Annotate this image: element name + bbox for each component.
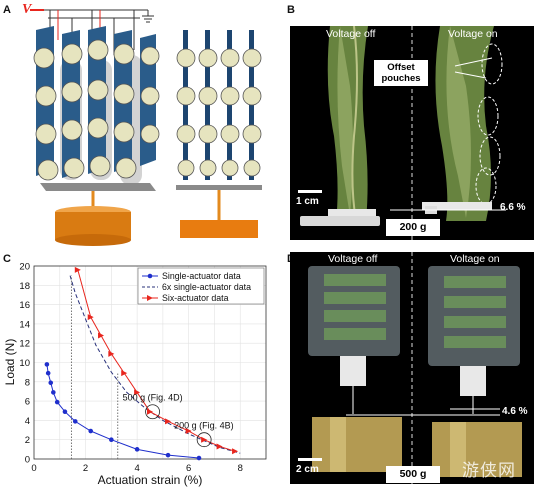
point-six (201, 436, 208, 443)
photo-d-title-on: Voltage on (450, 253, 500, 265)
panel-a: A V (0, 0, 285, 250)
watermark-text: 游侠网 (462, 461, 516, 480)
chart-series (44, 266, 241, 461)
y-tick-label: 12 (19, 339, 30, 350)
photo-b-scale-label: 1 cm (296, 196, 319, 207)
point-single (165, 452, 171, 458)
x-tick-label: 8 (238, 463, 243, 474)
photo-b-title-off: Voltage off (326, 28, 376, 40)
y-tick-label: 10 (19, 358, 30, 369)
y-tick-label: 2 (25, 435, 30, 446)
legend-label: Six-actuator data (162, 293, 229, 303)
legend-label: Single-actuator data (162, 271, 241, 281)
legend-marker (147, 273, 153, 279)
point-six (147, 408, 153, 415)
annotation-circle (196, 432, 212, 448)
photo-b-title-on: Voltage on (448, 28, 498, 40)
point-six (232, 448, 239, 455)
legend-label: 6x single-actuator data (162, 282, 251, 292)
point-six (165, 418, 172, 425)
series-line-six (77, 269, 236, 452)
point-six (87, 314, 94, 321)
y-tick-label: 14 (19, 319, 30, 330)
annotation-label: 200 g (Fig. 4B) (174, 421, 234, 431)
legend-box (137, 267, 265, 305)
point-single (88, 428, 94, 434)
series-line-6x (69, 275, 241, 454)
photo-d-strain-label: 4.6 % (502, 406, 528, 417)
point-single (196, 455, 202, 461)
point-six (98, 332, 105, 339)
point-single (134, 447, 140, 452)
point-single (62, 409, 68, 415)
actuator-schematic (30, 9, 262, 246)
point-six (185, 428, 192, 435)
photo-d-weight-label: 500 g (386, 466, 440, 483)
annotation-circle (145, 404, 160, 420)
photo-d: Voltage off Voltage on 4.6 % 2 cm 500 g … (290, 252, 534, 484)
point-single (45, 370, 51, 376)
voltage-label: V (22, 2, 32, 17)
point-six (134, 389, 141, 396)
load-strain-chart: 0 2 4 6 8 0 2 4 6 8 10 12 14 16 18 20 500 g (Fig. 4D) 2… (3, 262, 267, 487)
offset-pouches-callout: Offset pouches (374, 60, 428, 86)
photo-b: Voltage off Voltage on Offset pouches 1 … (290, 26, 534, 240)
point-single (72, 419, 78, 424)
x-tick-label: 2 (83, 463, 88, 474)
photo-b-drawing (298, 26, 506, 240)
point-single (51, 390, 56, 395)
panel-letter-b: B (287, 4, 295, 16)
legend-marker (147, 295, 153, 301)
point-six (74, 266, 81, 273)
point-single (44, 362, 50, 367)
point-six (216, 443, 223, 450)
x-tick-label: 0 (31, 463, 36, 474)
photo-b-weight-label: 200 g (386, 219, 440, 236)
x-tick-label: 6 (186, 463, 191, 474)
x-axis-label: Actuation strain (%) (98, 473, 203, 487)
point-single (54, 399, 60, 405)
y-tick-label: 20 (19, 262, 30, 273)
photo-d-drawing (298, 252, 522, 484)
y-tick-labels: 0 2 4 6 8 10 12 14 16 18 20 (19, 262, 30, 466)
y-tick-label: 18 (19, 281, 30, 292)
point-single (109, 437, 114, 442)
y-tick-label: 4 (25, 416, 30, 427)
chart-plot-frame (33, 265, 267, 460)
point-six (108, 350, 115, 357)
y-tick-label: 0 (25, 455, 30, 466)
x-tick-label: 4 (134, 463, 139, 474)
photo-d-scale-label: 2 cm (296, 464, 319, 475)
y-tick-label: 16 (19, 300, 30, 311)
point-six (121, 370, 128, 377)
photo-d-title-off: Voltage off (328, 253, 378, 265)
y-tick-label: 6 (25, 397, 30, 408)
series-line-single (46, 364, 200, 459)
y-tick-label: 8 (25, 377, 30, 388)
annotation-label: 500 g (Fig. 4D) (123, 393, 183, 403)
chart-annotations: 500 g (Fig. 4D) 200 g (Fig. 4B) (123, 393, 234, 448)
x-tick-labels: 0 2 4 6 8 (31, 463, 243, 474)
panel-letter-c: C (3, 253, 11, 265)
chart-guide-lines (70, 275, 119, 459)
photo-b-strain-label: 6.6 % (500, 202, 526, 213)
panel-letter-a: A (3, 4, 11, 16)
point-single (48, 380, 54, 386)
y-axis-label: Load (N) (3, 339, 17, 386)
